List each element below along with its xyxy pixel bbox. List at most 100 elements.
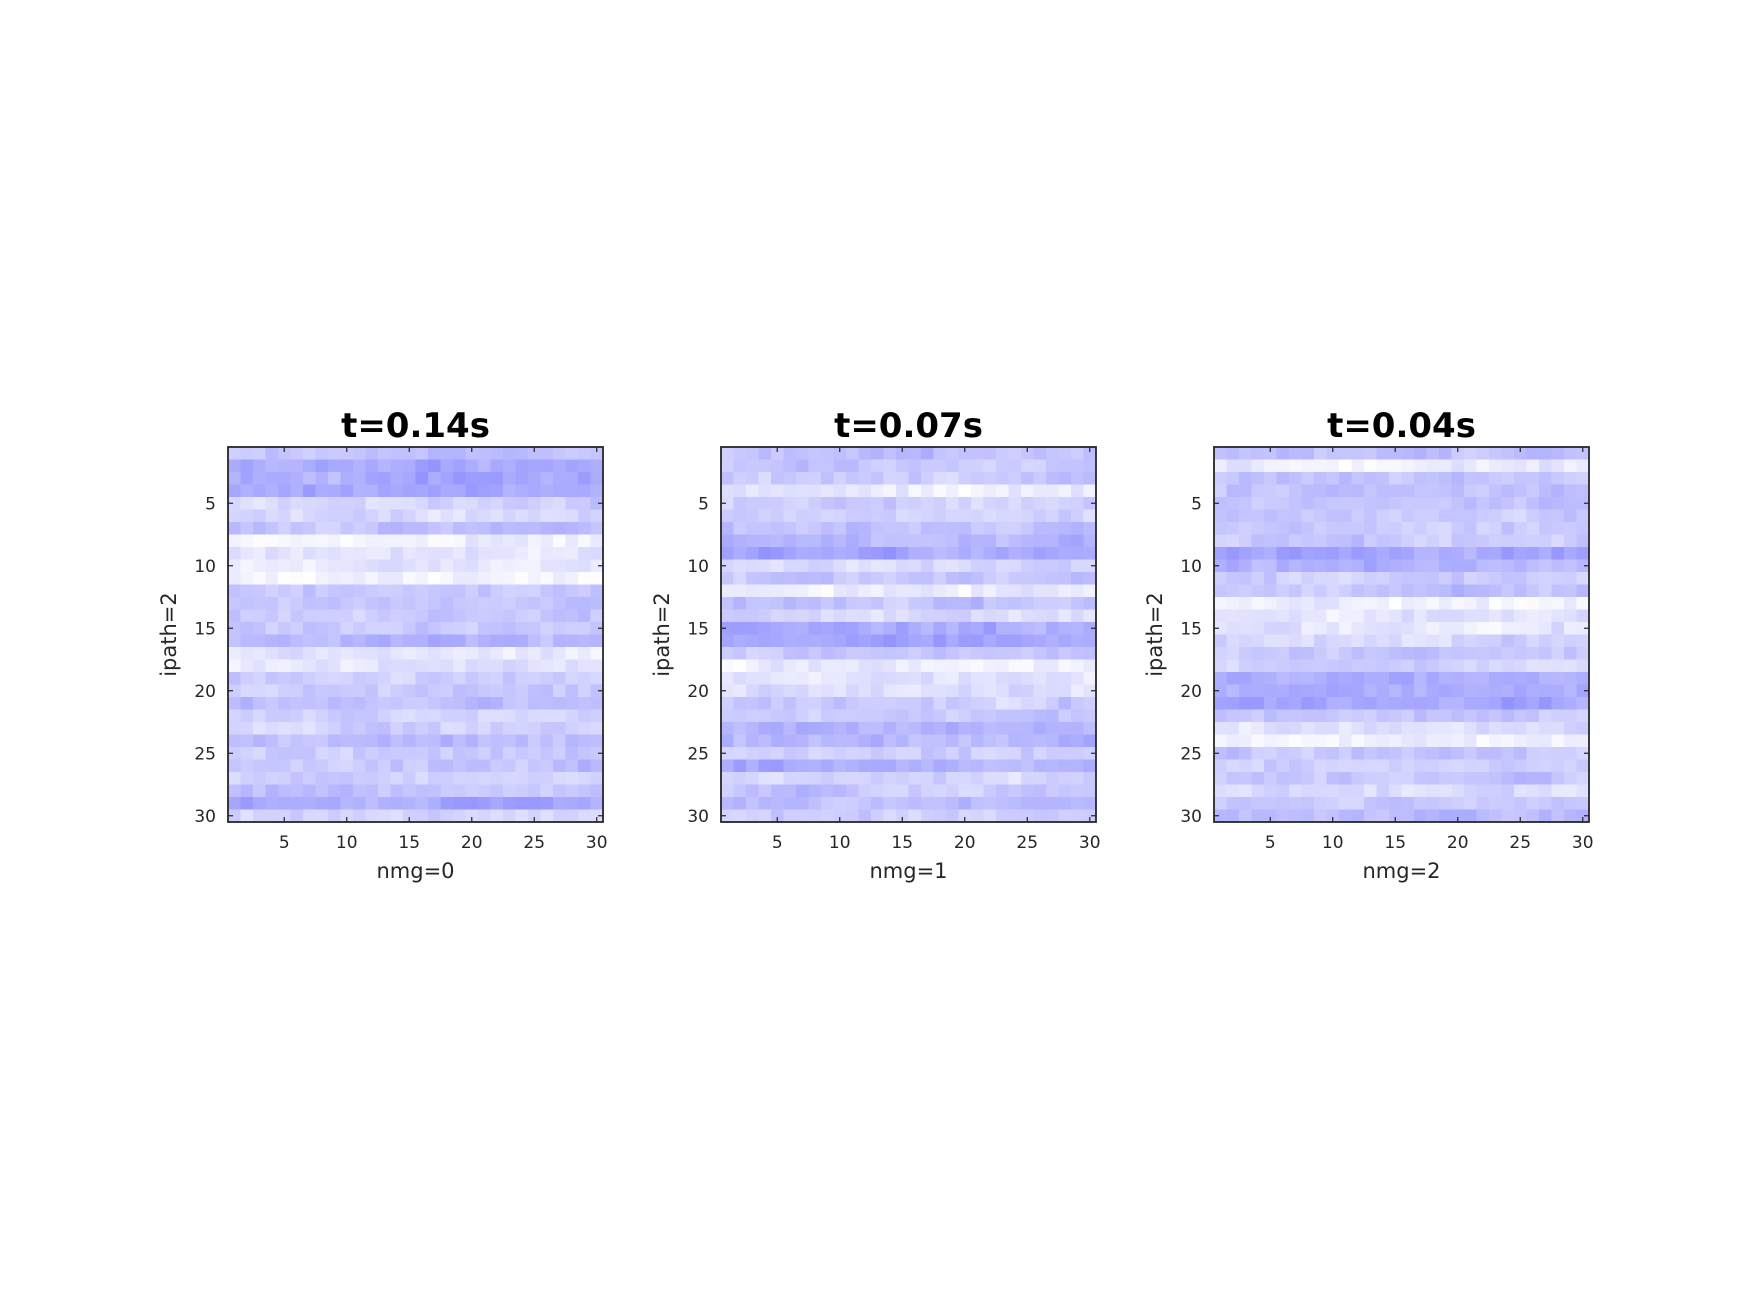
heatmap-cell	[746, 634, 760, 648]
heatmap-cell	[540, 809, 554, 823]
heatmap-cell	[553, 484, 567, 498]
heatmap-cell	[1339, 672, 1353, 686]
heatmap-cell	[553, 809, 567, 823]
heatmap-cell	[290, 497, 304, 511]
heatmap-cell	[1339, 622, 1353, 636]
heatmap-cell	[1214, 647, 1228, 661]
heatmap-cell	[303, 784, 317, 798]
heatmap-cell	[428, 484, 442, 498]
heatmap-cell	[933, 559, 947, 573]
heatmap-cell	[453, 697, 467, 711]
heatmap-cell	[1564, 572, 1578, 586]
heatmap-cell	[946, 534, 960, 548]
heatmap-cell	[1376, 684, 1390, 698]
heatmap-cell	[733, 459, 747, 473]
heatmap-cell	[240, 447, 254, 461]
heatmap-cell	[528, 684, 542, 698]
heatmap-cell	[428, 472, 442, 486]
heatmap-cell	[733, 447, 747, 461]
heatmap-cell	[971, 559, 985, 573]
heatmap-cell	[1389, 572, 1403, 586]
heatmap-cell	[833, 522, 847, 536]
heatmap-cell	[1339, 459, 1353, 473]
y-tick-label: 20	[194, 682, 216, 702]
heatmap-cell	[403, 497, 417, 511]
heatmap-cell	[1251, 459, 1265, 473]
heatmap-cell	[1376, 722, 1390, 736]
heatmap-cell	[465, 534, 479, 548]
heatmap-cell	[390, 697, 404, 711]
heatmap-cell	[808, 597, 822, 611]
heatmap-cell	[1351, 472, 1365, 486]
heatmap-cell	[908, 559, 922, 573]
heatmap-cell	[1239, 534, 1253, 548]
heatmap-cell	[1251, 684, 1265, 698]
heatmap-cell	[490, 697, 504, 711]
heatmap-cell	[515, 484, 529, 498]
heatmap-cell	[971, 597, 985, 611]
heatmap-cell	[553, 797, 567, 811]
heatmap-cell	[946, 609, 960, 623]
heatmap-cell	[958, 447, 972, 461]
heatmap-cell	[1046, 559, 1060, 573]
heatmap-cell	[565, 484, 579, 498]
heatmap-cell	[253, 772, 267, 786]
heatmap-cell	[240, 497, 254, 511]
heatmap-cell	[858, 722, 872, 736]
heatmap-cell	[883, 447, 897, 461]
heatmap-cell	[1476, 734, 1490, 748]
heatmap-cell	[415, 622, 429, 636]
heatmap-cell	[933, 459, 947, 473]
heatmap-cell	[783, 747, 797, 761]
heatmap-cell	[996, 647, 1010, 661]
heatmap-cell	[1226, 672, 1240, 686]
heatmap-cell	[733, 809, 747, 823]
heatmap-cell	[328, 722, 342, 736]
heatmap-cell	[253, 647, 267, 661]
heatmap-cell	[1226, 459, 1240, 473]
heatmap-cell	[465, 609, 479, 623]
heatmap-cell	[1439, 684, 1453, 698]
heatmap-cell	[733, 684, 747, 698]
heatmap-cell	[1389, 672, 1403, 686]
heatmap-cell	[808, 647, 822, 661]
heatmap-cell	[1501, 772, 1515, 786]
heatmap-cell	[1526, 784, 1540, 798]
heatmap-cell	[415, 572, 429, 586]
heatmap-cell	[1551, 772, 1565, 786]
heatmap-cell	[378, 772, 392, 786]
heatmap-cell	[553, 672, 567, 686]
heatmap-cell	[453, 797, 467, 811]
heatmap-cell	[933, 634, 947, 648]
heatmap-cell	[390, 659, 404, 673]
heatmap-cell	[1576, 634, 1590, 648]
heatmap-cell	[590, 722, 604, 736]
heatmap-cell	[378, 684, 392, 698]
heatmap-cell	[1564, 597, 1578, 611]
heatmap-cell	[1058, 772, 1072, 786]
heatmap-cell	[921, 472, 935, 486]
heatmap-cell	[265, 609, 279, 623]
heatmap-cell	[971, 672, 985, 686]
heatmap-cell	[833, 509, 847, 523]
heatmap-cell	[1576, 734, 1590, 748]
heatmap-cell	[1339, 447, 1353, 461]
heatmap-cell	[290, 797, 304, 811]
y-tick-label: 25	[194, 744, 216, 764]
heatmap-cell	[1058, 459, 1072, 473]
x-tick-label: 10	[336, 833, 358, 853]
heatmap-cell	[1526, 684, 1540, 698]
heatmap-cell	[1576, 534, 1590, 548]
heatmap-cell	[821, 559, 835, 573]
heatmap-cell	[1214, 472, 1228, 486]
heatmap-cell	[796, 509, 810, 523]
heatmap-cell	[428, 747, 442, 761]
heatmap-cell	[921, 684, 935, 698]
heatmap-cell	[353, 784, 367, 798]
heatmap-cell	[1451, 522, 1465, 536]
heatmap-cell	[1046, 797, 1060, 811]
heatmap-cell	[1083, 722, 1097, 736]
heatmap-cell	[933, 597, 947, 611]
heatmap-cell	[908, 572, 922, 586]
heatmap-cell	[896, 659, 910, 673]
